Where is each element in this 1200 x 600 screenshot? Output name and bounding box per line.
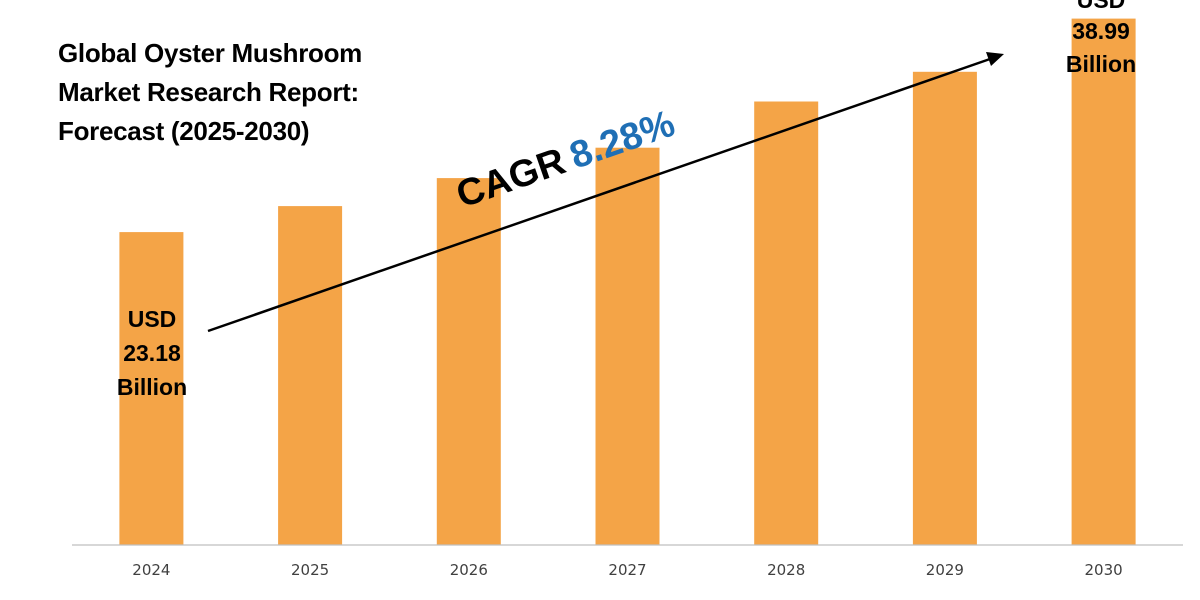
title-line-1: Global Oyster Mushroom [58, 38, 362, 68]
start-value-label: USD 23.18 Billion [117, 306, 187, 400]
bar-2027 [595, 147, 660, 545]
end-label-line-1: USD [1077, 0, 1126, 13]
title-line-2: Market Research Report: [58, 77, 359, 107]
growth-arrow-head [986, 52, 1004, 66]
growth-arrow-line [207, 57, 991, 333]
bar-2029 [912, 71, 977, 546]
x-tick-label-2024: 2024 [132, 561, 170, 579]
end-label-line-2: 38.99 [1072, 18, 1130, 44]
start-label-line-1: USD [128, 306, 177, 332]
x-tick-label-2025: 2025 [291, 561, 329, 579]
bar-2030 [1071, 18, 1136, 546]
bar-2028 [754, 101, 819, 545]
cagr-prefix: CAGR [451, 140, 570, 216]
x-tick-label-2030: 2030 [1085, 561, 1123, 579]
x-tick-label-2028: 2028 [767, 561, 805, 579]
end-value-label: USD 38.99 Billion [1066, 0, 1136, 77]
x-tick-label-2029: 2029 [926, 561, 964, 579]
x-tick-labels: 2024 2025 2026 2027 2028 2029 2030 [132, 561, 1122, 579]
chart-title: Global Oyster Mushroom Market Research R… [58, 38, 362, 146]
growth-arrow [207, 52, 1004, 333]
bar-2025 [278, 206, 343, 545]
end-label-line-3: Billion [1066, 51, 1136, 77]
bar-2024 [119, 232, 184, 545]
start-label-line-2: 23.18 [123, 340, 181, 366]
start-label-line-3: Billion [117, 374, 187, 400]
x-tick-label-2027: 2027 [608, 561, 646, 579]
title-line-3: Forecast (2025-2030) [58, 116, 309, 146]
x-tick-label-2026: 2026 [450, 561, 488, 579]
bars-group [119, 18, 1136, 546]
